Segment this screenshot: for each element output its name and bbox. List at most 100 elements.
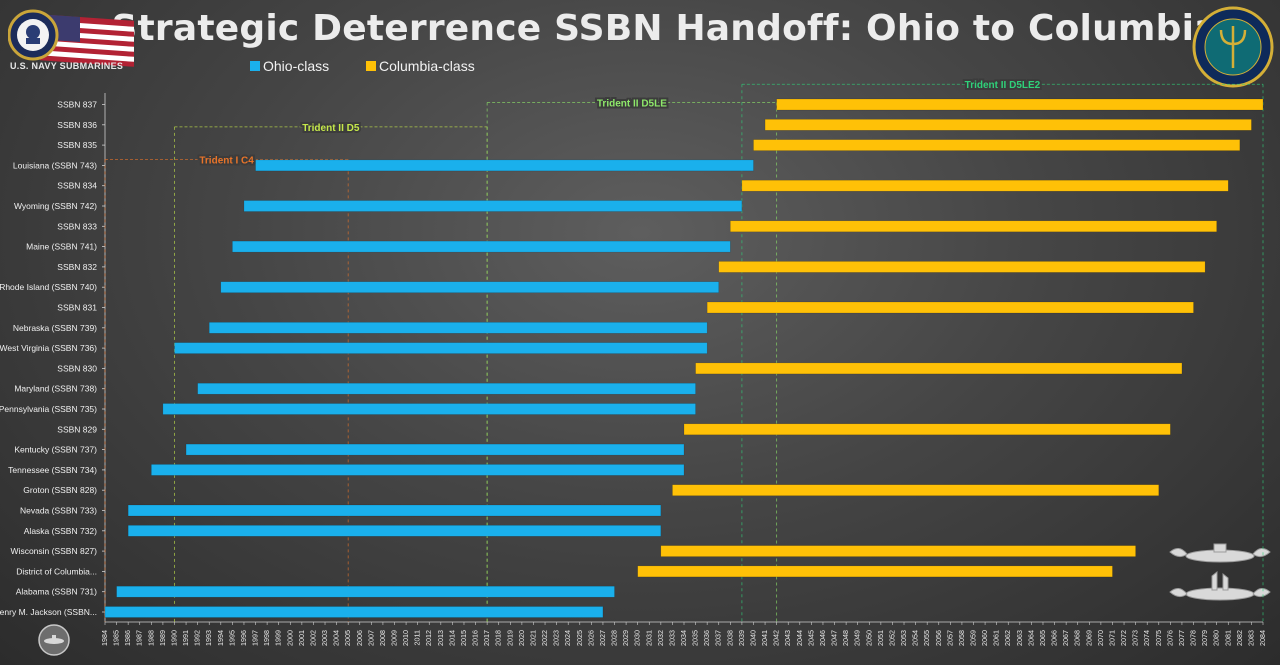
- y-tick-label: Maryland (SSBN 738): [14, 384, 97, 394]
- x-tick-label: 2077: [1177, 630, 1186, 646]
- x-tick-label: 2045: [806, 630, 815, 646]
- trident-icon: [1219, 26, 1247, 68]
- x-tick-label: 2022: [540, 630, 549, 646]
- x-tick-label: 1995: [227, 630, 236, 646]
- x-tick-label: 2013: [436, 630, 445, 646]
- y-tick-label: Maine (SSBN 741): [26, 242, 97, 252]
- columbia-class-bar: [660, 545, 1136, 557]
- x-tick-label: 2058: [957, 630, 966, 646]
- legend-label-ohio: Ohio-class: [263, 58, 330, 74]
- x-tick-label: 2026: [586, 630, 595, 646]
- x-tick-label: 2005: [343, 630, 352, 646]
- y-tick-label: Henry M. Jackson (SSBN...: [0, 607, 97, 617]
- navy-emblem-icon: [8, 9, 59, 61]
- x-tick-label: 2025: [575, 630, 584, 646]
- navy-submarines-caption: U.S. NAVY SUBMARINES: [10, 61, 124, 71]
- x-tick-label: 2031: [644, 630, 653, 646]
- x-tick-label: 2080: [1212, 630, 1221, 646]
- ohio-class-bar: [174, 342, 708, 354]
- x-tick-label: 2014: [447, 630, 456, 646]
- columbia-class-bar: [776, 98, 1264, 111]
- annotation-label: Trident II D5LE: [597, 99, 667, 110]
- ohio-class-bar: [243, 200, 743, 212]
- x-tick-label: 2035: [691, 630, 700, 646]
- x-tick-label: 2047: [830, 630, 839, 646]
- y-tick-label: Nebraska (SSBN 739): [13, 323, 97, 333]
- x-tick-label: 2009: [390, 630, 399, 646]
- x-tick-label: 2069: [1084, 630, 1093, 646]
- x-tick-label: 1987: [135, 630, 144, 646]
- x-tick-label: 2008: [378, 630, 387, 646]
- x-tick-label: 2070: [1096, 630, 1105, 646]
- x-tick-label: 1993: [204, 630, 213, 646]
- legend-swatch-columbia: [366, 61, 376, 71]
- x-tick-label: 2039: [737, 630, 746, 646]
- x-tick-label: 2066: [1050, 630, 1059, 646]
- x-tick-label: 1997: [251, 630, 260, 646]
- x-tick-label: 1988: [146, 630, 155, 646]
- x-tick-label: 2073: [1131, 630, 1140, 646]
- x-tick-label: 2019: [505, 630, 514, 646]
- ohio-class-bar: [197, 382, 696, 395]
- x-tick-label: 2042: [772, 630, 781, 646]
- x-tick-label: 1996: [239, 630, 248, 646]
- x-tick-label: 2076: [1165, 630, 1174, 646]
- x-tick-label: 2030: [633, 630, 642, 646]
- x-tick-label: 2049: [853, 630, 862, 646]
- x-tick-label: 2006: [355, 630, 364, 646]
- x-tick-label: 1989: [158, 630, 167, 646]
- ohio-class-bar: [185, 443, 685, 456]
- columbia-class-bar: [695, 362, 1183, 375]
- annotation-label: Trident II D5LE2: [965, 80, 1041, 91]
- y-tick-label: Alaska (SSBN 732): [24, 526, 97, 536]
- y-tick-label: Groton (SSBN 828): [23, 485, 97, 495]
- annotation-label: Trident II D5: [302, 123, 360, 134]
- x-tick-label: 2051: [876, 630, 885, 646]
- y-tick-label: District of Columbia...: [16, 566, 97, 576]
- y-tick-label: SSBN 833: [57, 221, 97, 231]
- x-tick-label: 1984: [100, 630, 109, 646]
- x-tick-label: 2007: [366, 630, 375, 646]
- x-tick-label: 2059: [969, 630, 978, 646]
- x-tick-label: 2034: [679, 630, 688, 646]
- y-tick-label: Louisiana (SSBN 743): [13, 160, 97, 170]
- columbia-class-bar: [741, 179, 1229, 192]
- x-tick-label: 2065: [1038, 630, 1047, 646]
- y-tick-label: SSBN 830: [57, 363, 97, 373]
- x-tick-label: 2061: [992, 630, 1001, 646]
- x-tick-label: 2000: [285, 630, 294, 646]
- legend-swatch-ohio: [250, 61, 260, 71]
- chart-title: Strategic Deterrence SSBN Handoff: Ohio …: [111, 8, 1219, 49]
- columbia-class-bar: [764, 119, 1252, 131]
- y-tick-label: Tennessee (SSBN 734): [8, 465, 97, 475]
- x-tick-label: 2048: [841, 630, 850, 646]
- columbia-class-bar: [637, 565, 1113, 578]
- ohio-class-bar: [151, 464, 685, 476]
- y-tick-label: SSBN 832: [57, 262, 97, 272]
- x-tick-label: 2060: [980, 630, 989, 646]
- columbia-class-bar: [706, 301, 1194, 314]
- x-tick-label: 2057: [945, 630, 954, 646]
- y-tick-label: Rhode Island (SSBN 740): [0, 282, 97, 292]
- x-tick-label: 2062: [1003, 630, 1012, 646]
- x-tick-label: 2082: [1235, 630, 1244, 646]
- y-tick-label: SSBN 831: [57, 303, 97, 313]
- x-tick-label: 2074: [1142, 630, 1151, 646]
- y-tick-label: West Virginia (SSBN 736): [0, 343, 97, 353]
- x-tick-label: 1990: [169, 630, 178, 646]
- submarine-badge-icon: [38, 624, 70, 656]
- x-tick-label: 2011: [413, 630, 422, 645]
- x-tick-label: 2063: [1015, 630, 1024, 646]
- ohio-class-bar: [232, 240, 731, 253]
- strategic-systems-programs-seal: [1192, 6, 1274, 88]
- x-tick-label: 2018: [494, 630, 503, 646]
- x-tick-label: 2046: [818, 630, 827, 646]
- y-tick-label: Pennsylvania (SSBN 735): [0, 404, 97, 414]
- x-tick-label: 2084: [1258, 630, 1267, 646]
- x-tick-label: 2020: [517, 630, 526, 646]
- y-tick-label: Alabama (SSBN 731): [16, 587, 97, 597]
- x-tick-label: 2012: [424, 630, 433, 646]
- x-tick-label: 2064: [1026, 630, 1035, 646]
- x-tick-label: 1985: [112, 630, 121, 646]
